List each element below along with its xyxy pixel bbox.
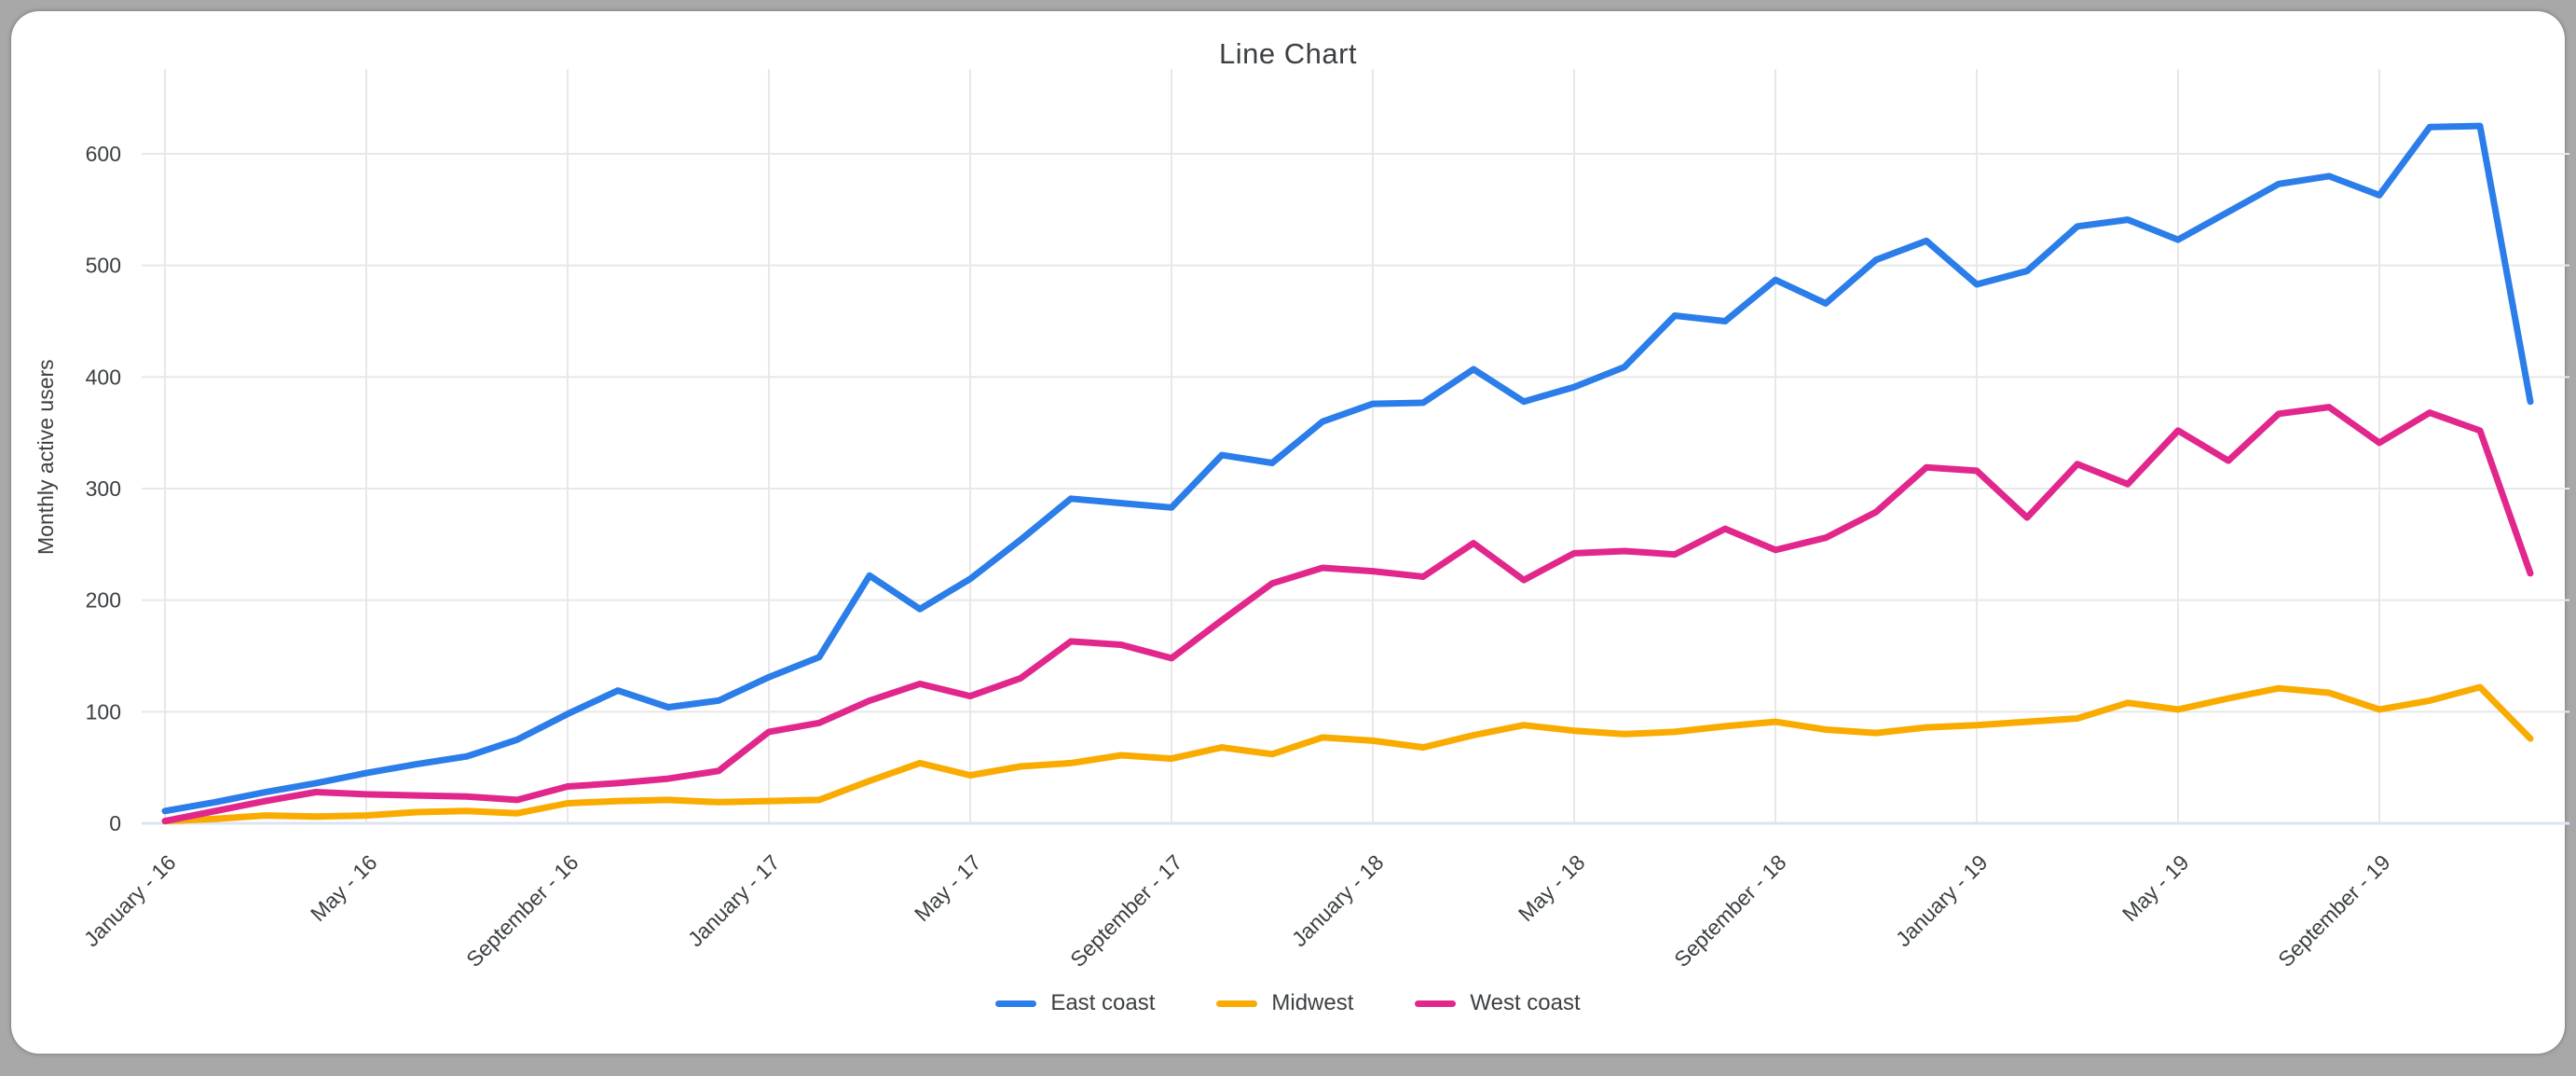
series-line-west-coast: [161, 404, 2534, 825]
x-tick-label: January - 18: [1287, 850, 1389, 952]
x-tick-label: January - 19: [1891, 850, 1993, 952]
series-line-east-coast: [161, 122, 2534, 815]
y-tick-label: 300: [86, 476, 121, 501]
legend-item-east-coast[interactable]: East coast: [995, 990, 1155, 1016]
x-tick-label: September - 19: [2273, 850, 2394, 972]
legend-label: East coast: [1050, 990, 1156, 1015]
y-tick-label: 500: [86, 254, 121, 278]
chart-title: Line Chart: [1218, 37, 1358, 70]
x-tick-label: May - 18: [1514, 850, 1590, 927]
y-tick-label: 200: [86, 588, 121, 613]
y-tick-label: 600: [86, 142, 121, 166]
legend-item-midwest[interactable]: Midwest: [1216, 990, 1353, 1016]
series-line-midwest: [161, 683, 2534, 825]
line-chart-plot: 0 100 200 300 400 500 600 January - 16 May - 16 S…: [79, 69, 2569, 972]
legend-swatch: [1216, 1000, 1258, 1007]
y-tick-label: 0: [109, 811, 121, 835]
x-tick-label: January - 17: [683, 850, 785, 952]
chart-card: Line Chart Monthly active users 0 100 200 3…: [11, 11, 2569, 1054]
x-tick-label: September - 16: [461, 850, 582, 972]
chart-legend: East coast Midwest West coast: [11, 990, 2565, 1016]
x-tick-label: May - 19: [2117, 850, 2194, 927]
x-tick-label: September - 18: [1669, 850, 1790, 972]
legend-swatch: [1415, 1000, 1457, 1007]
x-tick-label: September - 17: [1065, 850, 1186, 972]
legend-swatch: [995, 1000, 1037, 1007]
y-tick-label: 100: [86, 699, 121, 724]
x-tick-label: May - 17: [910, 850, 986, 927]
legend-label: West coast: [1470, 990, 1581, 1015]
y-tick-label: 400: [86, 365, 121, 389]
x-tick-label: January - 16: [79, 850, 181, 952]
x-tick-label: May - 16: [306, 850, 382, 927]
legend-label: Midwest: [1271, 990, 1354, 1015]
legend-item-west-coast[interactable]: West coast: [1415, 990, 1581, 1016]
